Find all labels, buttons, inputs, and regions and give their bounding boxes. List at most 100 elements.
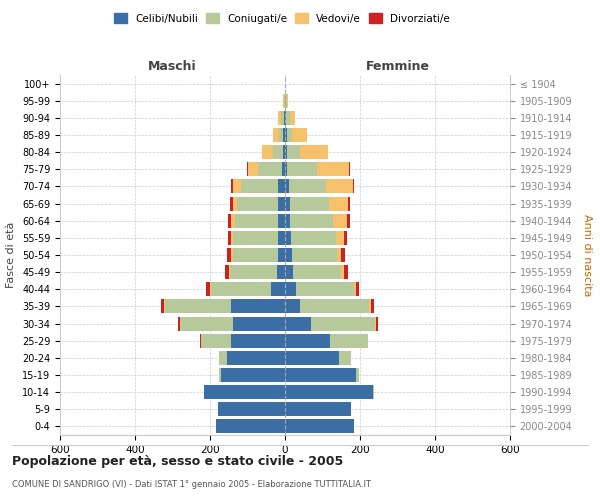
Bar — [287, 162, 317, 176]
Bar — [334, 214, 347, 228]
Bar — [285, 231, 291, 245]
Bar — [247, 162, 248, 176]
Bar — [285, 162, 287, 176]
Bar — [233, 248, 277, 262]
Bar — [218, 351, 220, 365]
Bar — [229, 265, 230, 279]
Bar — [283, 128, 285, 142]
Bar — [230, 196, 233, 210]
Bar — [282, 162, 285, 176]
Bar — [286, 94, 287, 108]
Bar — [285, 265, 293, 279]
Bar — [278, 196, 285, 210]
Bar — [164, 300, 165, 314]
Bar — [271, 282, 285, 296]
Bar — [330, 334, 367, 347]
Bar — [248, 162, 257, 176]
Bar — [205, 385, 285, 399]
Bar — [262, 145, 272, 159]
Bar — [290, 196, 329, 210]
Bar — [285, 402, 350, 416]
Bar — [218, 402, 285, 416]
Bar — [278, 214, 285, 228]
Bar — [373, 385, 374, 399]
Bar — [272, 145, 283, 159]
Bar — [161, 300, 164, 314]
Bar — [278, 180, 285, 194]
Bar — [165, 300, 230, 314]
Bar — [355, 282, 356, 296]
Bar — [220, 368, 221, 382]
Bar — [340, 351, 350, 365]
Bar — [215, 420, 285, 434]
Bar — [376, 316, 377, 330]
Bar — [278, 128, 283, 142]
Bar — [285, 385, 373, 399]
Bar — [341, 248, 345, 262]
Bar — [210, 282, 211, 296]
Bar — [232, 248, 233, 262]
Bar — [281, 111, 284, 125]
Legend: Celibi/Nubili, Coniugati/e, Vedovi/e, Divorziati/e: Celibi/Nubili, Coniugati/e, Vedovi/e, Di… — [111, 10, 453, 26]
Bar — [285, 145, 287, 159]
Bar — [227, 351, 285, 365]
Bar — [278, 231, 285, 245]
Bar — [370, 300, 371, 314]
Bar — [287, 128, 292, 142]
Bar — [227, 248, 232, 262]
Bar — [277, 265, 285, 279]
Bar — [200, 334, 230, 347]
Bar — [229, 214, 232, 228]
Bar — [317, 162, 349, 176]
Bar — [232, 180, 233, 194]
Bar — [285, 334, 330, 347]
Bar — [233, 316, 285, 330]
Bar — [344, 265, 348, 279]
Bar — [283, 94, 284, 108]
Bar — [293, 265, 341, 279]
Bar — [290, 214, 334, 228]
Bar — [278, 111, 281, 125]
Text: Femmine: Femmine — [365, 60, 430, 74]
Y-axis label: Fasce di età: Fasce di età — [7, 222, 16, 288]
Bar — [233, 196, 237, 210]
Bar — [285, 128, 287, 142]
Y-axis label: Anni di nascita: Anni di nascita — [582, 214, 592, 296]
Bar — [277, 248, 285, 262]
Bar — [285, 300, 300, 314]
Bar — [375, 316, 376, 330]
Bar — [299, 145, 328, 159]
Bar — [241, 180, 278, 194]
Bar — [356, 368, 359, 382]
Bar — [326, 180, 353, 194]
Bar — [356, 282, 359, 296]
Bar — [371, 300, 373, 314]
Bar — [290, 111, 295, 125]
Bar — [224, 265, 229, 279]
Bar — [178, 316, 180, 330]
Bar — [347, 214, 349, 228]
Bar — [211, 282, 271, 296]
Bar — [235, 214, 278, 228]
Bar — [257, 162, 282, 176]
Bar — [286, 111, 290, 125]
Bar — [230, 265, 277, 279]
Bar — [336, 231, 343, 245]
Bar — [285, 351, 340, 365]
Bar — [329, 196, 347, 210]
Bar — [221, 368, 285, 382]
Bar — [292, 128, 307, 142]
Bar — [283, 145, 285, 159]
Bar — [273, 128, 278, 142]
Bar — [292, 248, 337, 262]
Bar — [233, 231, 278, 245]
Bar — [287, 94, 288, 108]
Bar — [237, 196, 278, 210]
Bar — [230, 334, 285, 347]
Bar — [367, 334, 368, 347]
Bar — [180, 316, 233, 330]
Bar — [337, 248, 341, 262]
Bar — [205, 282, 210, 296]
Bar — [341, 265, 344, 279]
Bar — [233, 180, 241, 194]
